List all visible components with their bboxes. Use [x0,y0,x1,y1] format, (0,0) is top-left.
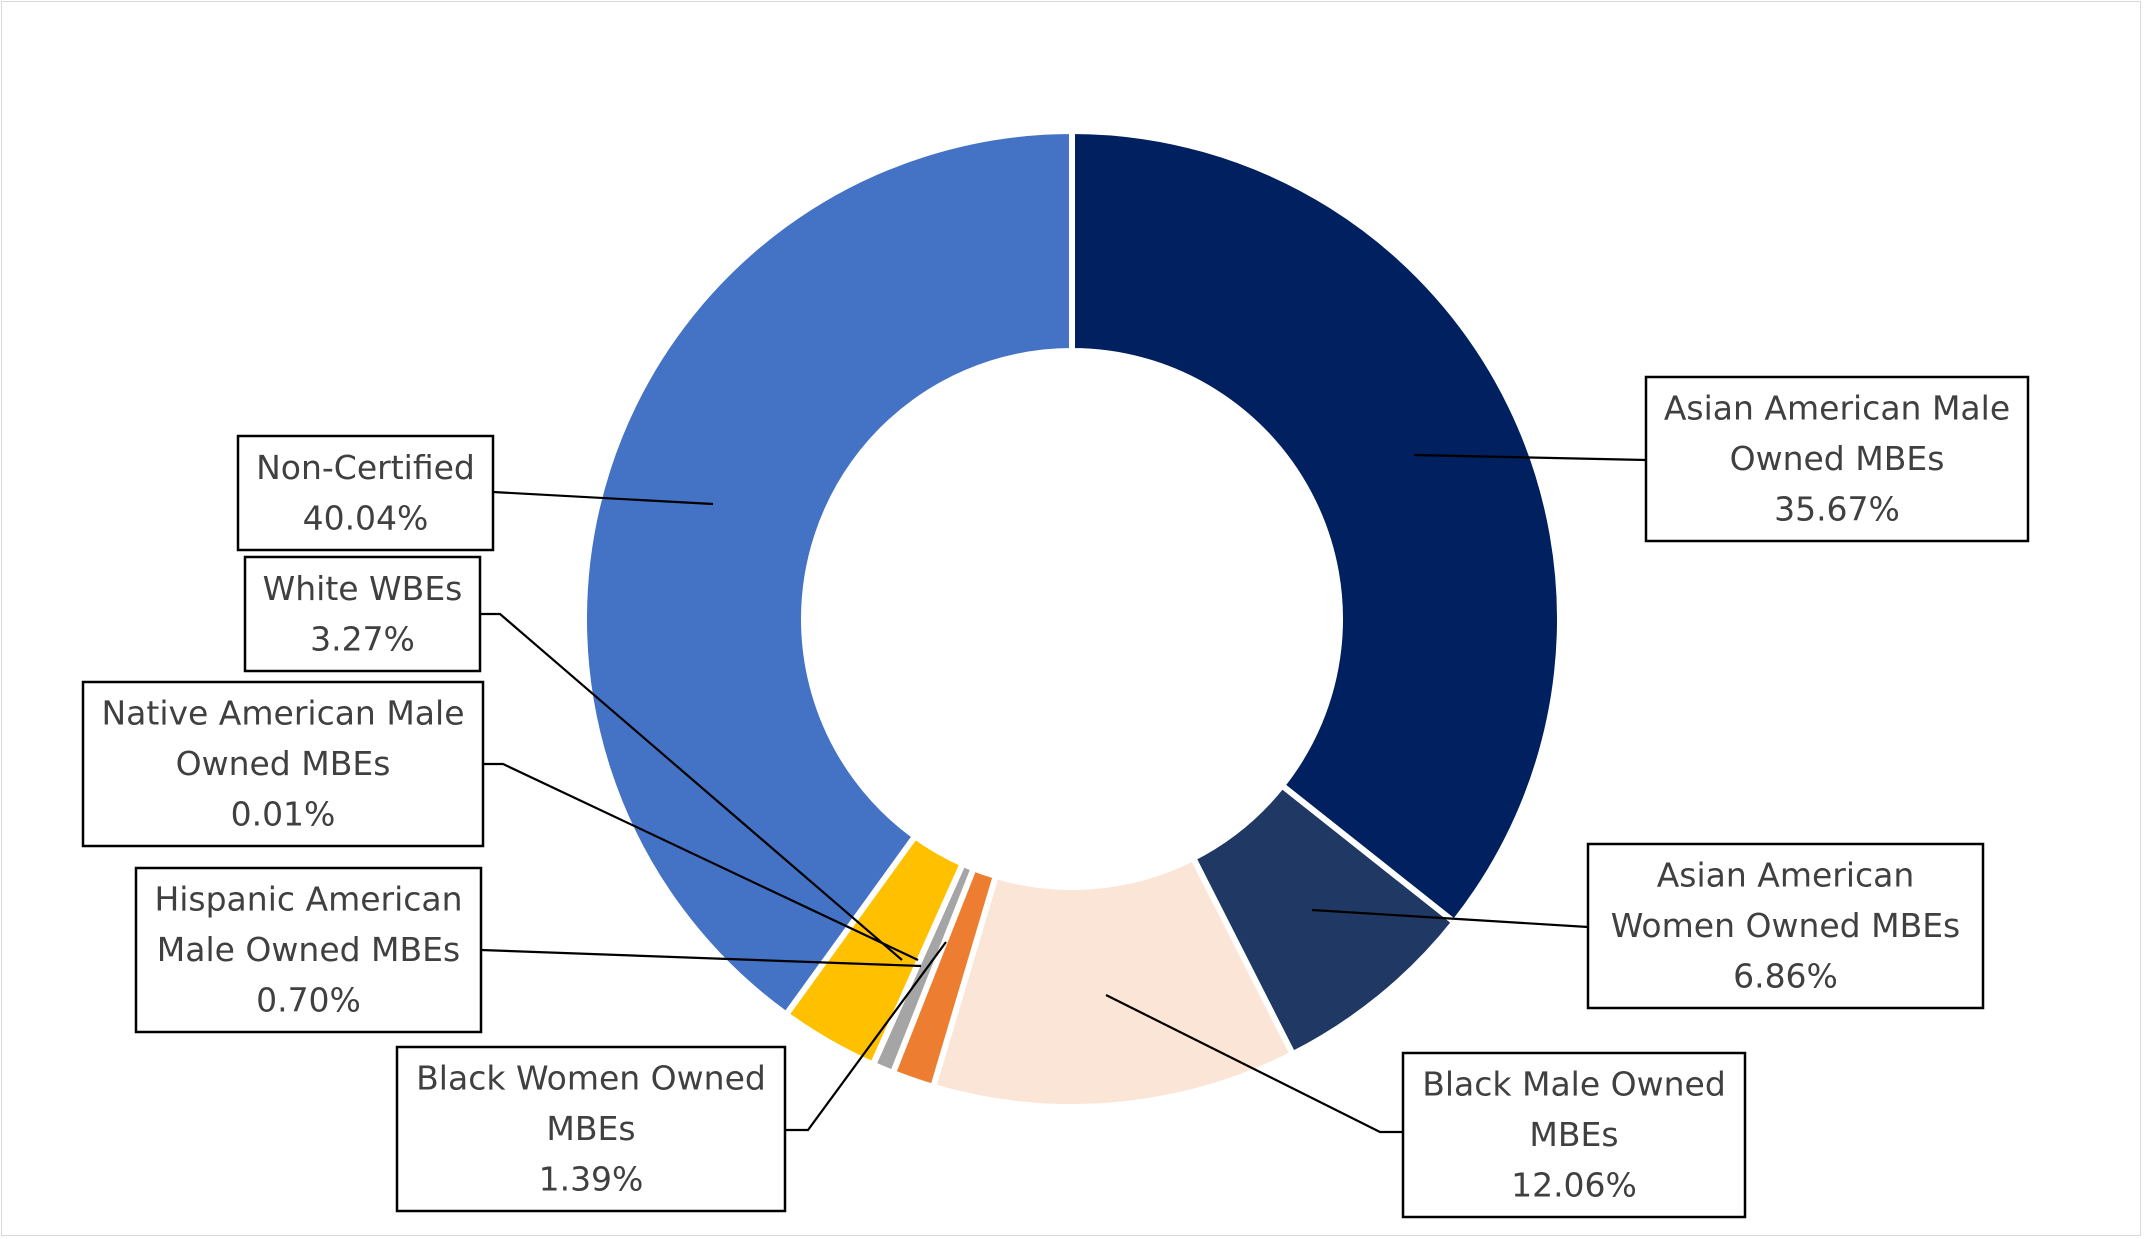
data-label-value: 12.06% [1511,1166,1637,1205]
data-label-category: Male Owned MBEs [157,930,460,969]
data-label-value: 0.01% [231,795,336,834]
data-label-asian-women: Asian American Women Owned MBEs 6.86% [1586,842,1985,1010]
data-label-category: Owned MBEs [1730,439,1945,478]
slice-asian-male [1069,127,1563,927]
data-label-category: Asian American Male [1664,389,2010,428]
data-label-white-wbes: White WBEs 3.27% [243,555,482,673]
data-label-value: 0.70% [256,981,361,1020]
data-label-box [395,1045,787,1213]
leader-line-non-certified [492,490,714,506]
leaders-layer [480,453,1647,1134]
data-label-category: Asian American [1657,856,1915,895]
data-label-category: Owned MBEs [176,744,391,783]
data-label-black-male: Black Male Owned MBEs 12.06% [1401,1051,1747,1219]
leader-line-native-male [483,762,919,961]
data-label-value: 35.67% [1774,490,1900,529]
data-label-value: 6.86% [1733,957,1838,996]
leader-line-asian-women [1311,908,1589,929]
data-label-box [1401,1051,1747,1219]
data-label-non-certified: Non-Certified 40.04% [236,434,495,552]
data-label-category: MBEs [1529,1115,1618,1154]
leader-line-black-male [1105,994,1403,1134]
data-label-box [236,434,495,552]
data-label-box [134,866,483,1034]
data-label-category: Non-Certified [256,448,475,487]
data-label-value: 1.39% [539,1160,644,1199]
data-label-category: Black Women Owned [416,1059,766,1098]
slices-layer [581,127,1563,1111]
data-label-value: 3.27% [310,619,415,658]
data-label-hispanic-male: Hispanic American Male Owned MBEs 0.70% [134,866,483,1034]
data-label-asian-male: Asian American Male Owned MBEs 35.67% [1644,375,2030,543]
data-label-value: 40.04% [303,498,429,537]
slice-black-male [929,853,1297,1111]
data-label-category: Black Male Owned [1422,1065,1726,1104]
data-label-category: White WBEs [263,569,463,608]
leader-line-white-wbes [480,612,903,961]
data-label-box [1586,842,1985,1010]
data-label-box [81,680,485,848]
leader-line-black-women [785,941,947,1132]
data-label-box [1644,375,2030,543]
leader-line-hispanic-male [480,948,922,968]
data-label-category: MBEs [546,1109,635,1148]
data-label-category: Hispanic American [154,880,462,919]
data-label-native-male: Native American Male Owned MBEs 0.01% [81,680,485,848]
leader-line-asian-male [1413,453,1647,462]
data-label-category: Women Owned MBEs [1611,906,1961,945]
data-label-category: Native American Male [101,694,464,733]
slice-non-certified [581,127,1075,1019]
data-label-box [243,555,482,673]
data-label-black-women: Black Women Owned MBEs 1.39% [395,1045,787,1213]
